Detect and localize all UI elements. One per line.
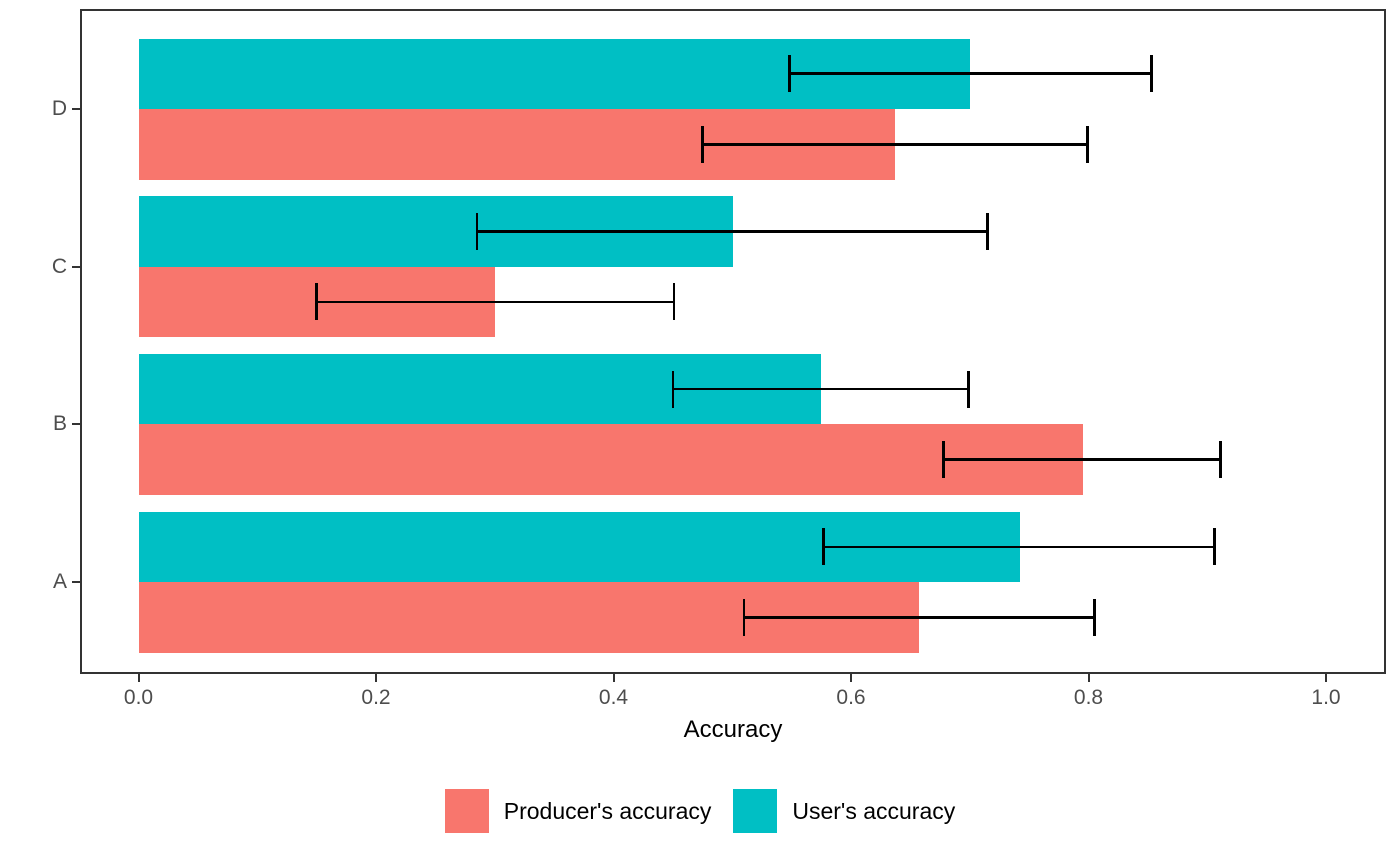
x-tick-0.6 xyxy=(850,674,852,682)
x-tick-label-0.2: 0.2 xyxy=(361,686,391,709)
x-tick-label-1.0: 1.0 xyxy=(1311,686,1341,709)
legend-key-producer-s-accuracy xyxy=(444,789,489,833)
legend-label-user-s-accuracy: User's accuracy xyxy=(792,798,956,824)
errorbar-d-producer-s-accuracy-cap-high xyxy=(1086,125,1089,163)
x-tick-0.4 xyxy=(612,674,615,682)
legend-label-producer-s-accuracy: Producer's accuracy xyxy=(503,798,712,824)
y-tick-label-a: A xyxy=(52,570,67,594)
x-tick-label-0.6: 0.6 xyxy=(836,686,866,709)
y-tick-label-d: D xyxy=(51,97,67,120)
errorbar-a-user-s-accuracy-cap-high xyxy=(1213,528,1216,566)
errorbar-b-user-s-accuracy-cap-low xyxy=(671,370,675,408)
errorbar-c-producer-s-accuracy-line xyxy=(316,300,675,304)
errorbar-d-producer-s-accuracy-line xyxy=(702,142,1088,146)
errorbar-b-producer-s-accuracy-cap-high xyxy=(1219,441,1222,479)
errorbar-d-producer-s-accuracy-cap-low xyxy=(701,125,704,163)
y-tick-label-c: C xyxy=(51,254,67,278)
x-tick-0.2 xyxy=(375,674,377,682)
legend-item-user-s-accuracy: User's accuracy xyxy=(733,789,955,833)
x-tick-0.0 xyxy=(137,674,140,682)
errorbar-c-user-s-accuracy-line xyxy=(476,230,988,233)
errorbar-b-user-s-accuracy-line xyxy=(672,387,969,391)
x-tick-label-0.8: 0.8 xyxy=(1073,686,1104,709)
errorbar-b-user-s-accuracy-cap-high xyxy=(967,370,970,408)
y-tick-b xyxy=(72,423,80,426)
legend-key-user-s-accuracy xyxy=(733,789,778,833)
y-tick-a xyxy=(72,581,80,584)
errorbar-a-producer-s-accuracy-cap-high xyxy=(1093,598,1096,636)
errorbar-a-user-s-accuracy-cap-low xyxy=(822,528,825,566)
errorbar-a-producer-s-accuracy-line xyxy=(744,616,1095,619)
errorbar-c-producer-s-accuracy-cap-low xyxy=(315,283,318,321)
y-tick-d xyxy=(72,108,80,110)
errorbar-d-user-s-accuracy-cap-low xyxy=(787,55,791,93)
errorbar-a-producer-s-accuracy-cap-low xyxy=(742,598,746,636)
errorbar-b-producer-s-accuracy-cap-low xyxy=(942,441,945,479)
y-tick-label-b: B xyxy=(52,412,67,436)
x-tick-0.8 xyxy=(1087,674,1090,682)
bar-b-producer-s-accuracy xyxy=(138,424,1083,495)
x-tick-label-0.4: 0.4 xyxy=(598,686,629,709)
errorbar-c-user-s-accuracy-cap-low xyxy=(475,212,479,250)
x-tick-1.0 xyxy=(1325,674,1327,682)
errorbar-c-user-s-accuracy-cap-high xyxy=(986,212,989,250)
legend: Producer's accuracy User's accuracy xyxy=(0,789,1400,833)
errorbar-b-producer-s-accuracy-line xyxy=(943,458,1221,461)
errorbar-d-user-s-accuracy-line xyxy=(789,72,1152,76)
legend-item-producer-s-accuracy: Producer's accuracy xyxy=(444,789,712,833)
y-tick-c xyxy=(72,265,80,268)
plot-panel xyxy=(80,9,1386,674)
x-axis-title: Accuracy xyxy=(683,716,783,743)
errorbar-d-user-s-accuracy-cap-high xyxy=(1150,55,1153,93)
errorbar-a-user-s-accuracy-line xyxy=(823,545,1215,549)
errorbar-c-producer-s-accuracy-cap-high xyxy=(672,283,676,321)
x-tick-label-0.0: 0.0 xyxy=(123,686,154,709)
